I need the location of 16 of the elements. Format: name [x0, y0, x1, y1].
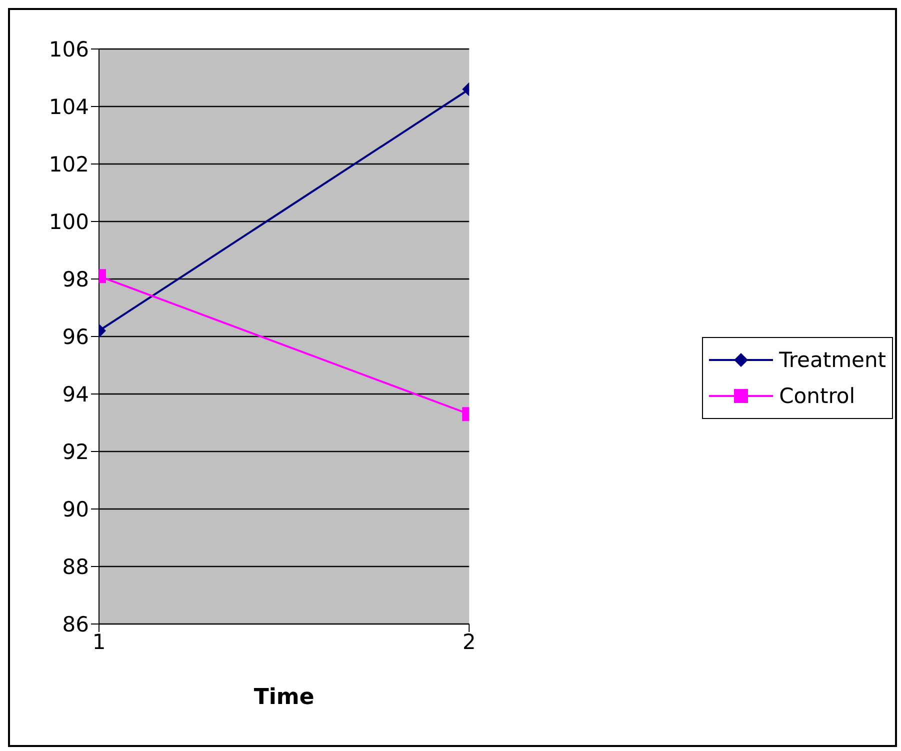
y-tick-label: 104: [48, 94, 89, 119]
x-tick-label: 2: [462, 630, 476, 654]
y-tick-label: 86: [62, 612, 89, 636]
y-tick-label: 92: [62, 440, 89, 464]
x-axis-title: Time: [254, 685, 314, 710]
legend-label: Treatment: [779, 348, 886, 372]
y-tick-label: 96: [62, 324, 89, 349]
legend-label: Control: [779, 384, 856, 408]
y-tick-label: 106: [48, 37, 89, 62]
x-tick-label: 1: [92, 630, 106, 654]
y-tick-label: 98: [62, 267, 89, 292]
y-tick-label: 94: [62, 382, 89, 406]
y-tick-label: 88: [62, 554, 89, 579]
y-tick-label: 90: [62, 497, 89, 522]
y-tick-label: 100: [48, 210, 89, 234]
y-tick-label: 102: [48, 152, 89, 176]
